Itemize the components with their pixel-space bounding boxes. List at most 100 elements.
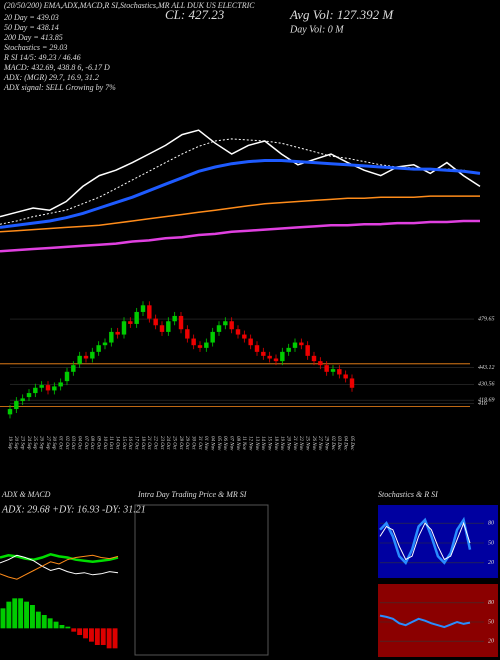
bar <box>41 615 47 629</box>
candle-body <box>254 345 260 352</box>
x-tick-label: 21 Nov <box>292 436 297 451</box>
candle-body <box>77 355 82 364</box>
candle-body <box>299 342 304 346</box>
panel-title: Intra Day Trading Price & MR SI <box>137 490 247 499</box>
panel-title: Stochastics & R SI <box>378 490 438 499</box>
y-tick-label: 430.56 <box>478 381 495 388</box>
x-tick-label: 26 Sep <box>39 436 44 450</box>
candle-body <box>343 374 348 379</box>
candle-body <box>191 338 196 346</box>
bar <box>77 628 83 635</box>
candle-body <box>134 311 139 324</box>
candle-body <box>242 334 247 339</box>
candle-body <box>235 329 241 335</box>
y-tick-label: 20 <box>488 639 494 645</box>
x-tick-label: 15 Nov <box>267 436 272 451</box>
series-line <box>0 129 481 218</box>
candle-body <box>292 342 298 348</box>
x-tick-label: 01 Nov <box>203 436 208 451</box>
x-tick-label: 27 Sep <box>45 436 50 450</box>
x-tick-label: 01 Oct <box>58 436 63 450</box>
bar <box>83 628 88 639</box>
x-tick-label: 11 Nov <box>241 436 246 451</box>
stat-line: 200 Day = 413.85 <box>4 33 63 42</box>
x-tick-label: 31 Oct <box>197 436 202 450</box>
candle-body <box>128 321 133 324</box>
candle-body <box>147 305 152 319</box>
candle-body <box>109 331 114 343</box>
candle-body <box>178 315 184 330</box>
x-tick-label: 03 Oct <box>70 436 75 450</box>
candle-body <box>121 321 127 335</box>
bar <box>0 608 6 629</box>
bar <box>53 621 59 629</box>
bar <box>47 618 53 629</box>
series-line <box>0 159 481 229</box>
x-tick-label: 02 Dec <box>330 436 335 451</box>
candle-body <box>39 385 44 388</box>
x-tick-label: 10 Oct <box>102 436 107 450</box>
x-tick-label: 30 Oct <box>191 436 196 450</box>
candle-body <box>318 361 323 366</box>
series-line <box>0 219 480 253</box>
candle-body <box>26 393 32 398</box>
intraday-box <box>134 504 269 656</box>
x-tick-label: 18 Oct <box>140 436 145 450</box>
y-tick-label: 80 <box>488 521 494 527</box>
x-tick-label: 19 Nov <box>279 436 284 451</box>
x-tick-label: 08 Oct <box>89 436 94 450</box>
stat-line: ADX signal: SELL Growing by 7% <box>3 83 116 92</box>
candle-body <box>20 398 25 402</box>
x-tick-label: 22 Nov <box>298 436 303 451</box>
stat-line: 20 Day = 439.03 <box>4 13 59 22</box>
close-price: CL: 427.23 <box>165 7 225 22</box>
bar <box>100 628 106 645</box>
candle-body <box>52 386 57 391</box>
series-line <box>0 195 480 233</box>
x-tick-label: 14 Nov <box>260 436 265 451</box>
x-tick-label: 06 Nov <box>222 436 227 451</box>
stat-line: Stochastics = 29.03 <box>4 43 67 52</box>
bar <box>18 598 24 629</box>
candle-body <box>273 358 279 362</box>
x-tick-label: 29 Oct <box>184 436 189 450</box>
stoch-bg <box>378 505 498 578</box>
y-tick-label: 416 <box>478 400 487 407</box>
x-tick-label: 20 Sep <box>13 436 18 450</box>
bar <box>24 601 29 629</box>
candle-body <box>267 355 272 359</box>
candle-body <box>102 342 108 346</box>
x-tick-label: 14 Oct <box>115 436 120 450</box>
bar <box>30 605 35 629</box>
y-tick-label: 20 <box>488 560 494 566</box>
series-line <box>0 554 119 576</box>
bar <box>12 598 18 629</box>
x-tick-label: 16 Oct <box>127 436 132 450</box>
x-tick-label: 19 Sep <box>7 436 12 450</box>
panel-title: ADX & MACD <box>1 490 51 499</box>
x-tick-label: 24 Oct <box>165 436 170 450</box>
candle-body <box>7 409 13 415</box>
candle-body <box>210 331 215 343</box>
header-line: (20/50/200) EMA,ADX,MACD,R SI,Stochastic… <box>4 1 255 10</box>
candle-body <box>115 331 120 335</box>
bar <box>59 625 65 629</box>
candle-body <box>45 385 51 391</box>
x-tick-label: 22 Oct <box>153 436 158 450</box>
candle-body <box>324 365 329 372</box>
x-tick-label: 28 Oct <box>178 436 183 450</box>
candle-body <box>337 369 342 375</box>
x-tick-label: 09 Oct <box>96 436 101 450</box>
candle-body <box>261 351 266 356</box>
stat-line: ADX: (MGR) 29.7, 16.9, 31.2 <box>3 73 99 82</box>
x-tick-label: 25 Oct <box>172 436 177 450</box>
x-tick-label: 04 Dec <box>343 436 348 451</box>
x-tick-label: 30 Sep <box>51 436 56 450</box>
x-tick-label: 23 Sep <box>20 436 25 450</box>
bar <box>106 628 112 649</box>
candle-body <box>83 355 89 359</box>
x-tick-label: 23 Oct <box>159 436 164 450</box>
candle-body <box>204 342 209 348</box>
x-tick-label: 02 Oct <box>64 436 69 450</box>
